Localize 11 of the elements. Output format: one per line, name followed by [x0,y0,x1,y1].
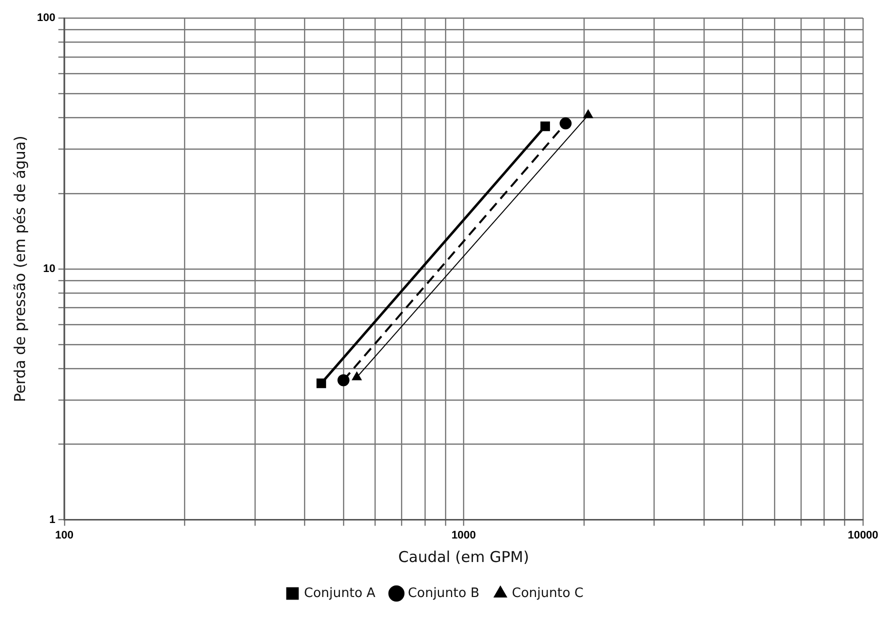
legend-label: Conjunto C [512,586,584,601]
x-tick-label: 10000 [848,529,878,542]
legend-label: Conjunto B [408,586,480,601]
legend-label: Conjunto A [304,586,376,601]
y-tick-label: 1 [49,514,56,526]
y-axis-title: Perda de pressão (em pés de água) [10,136,29,402]
x-tick-label: 100 [55,529,74,542]
y-tick-label: 10 [43,262,56,275]
x-axis-title: Caudal (em GPM) [398,548,530,566]
x-tick-label: 1000 [451,529,476,542]
y-tick-label: 100 [36,12,56,24]
